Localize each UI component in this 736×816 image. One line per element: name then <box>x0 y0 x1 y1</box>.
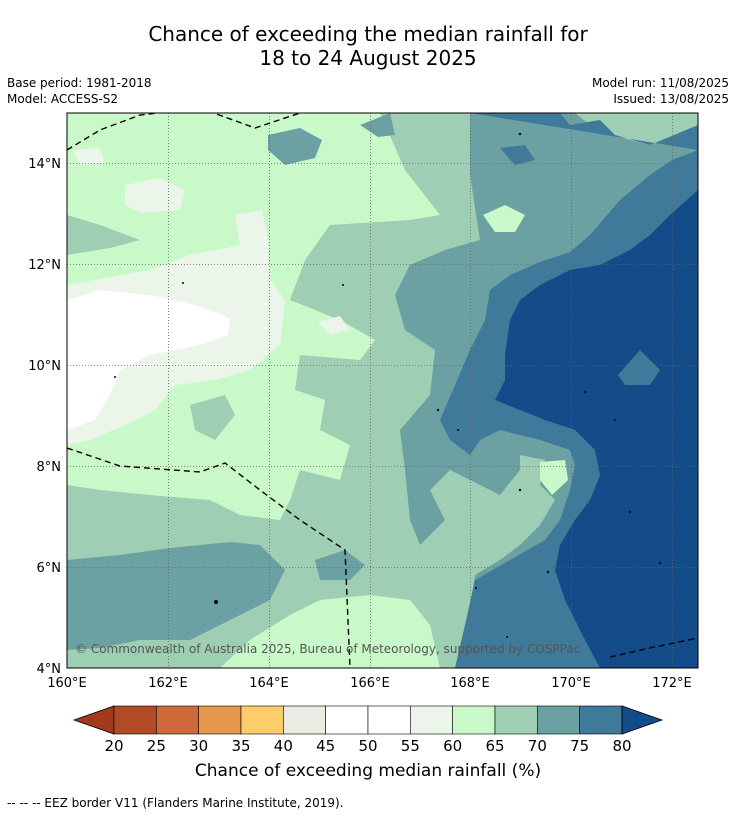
contour-55-60-north <box>125 178 185 213</box>
colorbar-swatch <box>367 705 411 735</box>
lat-tick-label: 14°N <box>28 157 61 172</box>
lon-tick-label: 168°E <box>450 676 490 691</box>
colorbar-swatch <box>494 705 538 735</box>
credit-text: © Commonwealth of Australia 2025, Bureau… <box>75 642 580 656</box>
contour-60-65-east2 <box>540 460 568 495</box>
colorbar-extend-high <box>621 705 664 735</box>
colorbar-tick-label: 45 <box>316 737 335 755</box>
contour-60-65-ne <box>575 113 698 145</box>
contour-above-80 <box>495 190 698 668</box>
colorbar-tick-label: 30 <box>189 737 208 755</box>
contour-70-75-isle2 <box>67 542 285 650</box>
colorbar-tick-label: 55 <box>401 737 420 755</box>
lon-tick-label: 164°E <box>249 676 289 691</box>
lat-tick-label: 8°N <box>37 460 62 475</box>
colorbar-swatch <box>579 705 623 735</box>
colorbar-swatch <box>156 705 199 735</box>
colorbar-tick-label: 25 <box>147 737 166 755</box>
contour-70-75-in-blue <box>618 350 660 385</box>
lon-tick-label: 172°E <box>652 676 692 691</box>
colorbar-swatch <box>452 705 496 735</box>
colorbar-swatch <box>325 705 369 735</box>
meta-right: Model run: 11/08/2025 Issued: 13/08/2025 <box>592 75 729 107</box>
lat-tick-label: 4°N <box>37 662 62 677</box>
contour-60-65-south <box>220 595 440 668</box>
model-run: Model run: 11/08/2025 <box>591 76 729 90</box>
colorbar-tick-label: 20 <box>104 737 123 755</box>
lat-tick-label: 12°N <box>28 258 61 273</box>
colorbar-tick-label: 35 <box>231 737 250 755</box>
chart-title: Chance of exceeding the median rainfall … <box>0 22 736 70</box>
contour-70-75-isle1 <box>268 128 322 165</box>
colorbar-tick-label: 75 <box>570 737 589 755</box>
eez-footnote: -- -- -- EEZ border V11 (Flanders Marine… <box>7 796 344 810</box>
colorbar-tick-label: 70 <box>528 737 547 755</box>
meta-left: Base period: 1981-2018 Model: ACCESS-S2 <box>7 75 152 107</box>
map-contours <box>67 113 698 668</box>
colorbar-extend-low <box>72 705 115 735</box>
colorbar-tick-label: 50 <box>358 737 377 755</box>
lon-tick-labels: 160°E 162°E 164°E 166°E 168°E 170°E 172°… <box>47 676 692 691</box>
map-frame <box>66 112 699 669</box>
contour-55-60-nw <box>72 148 105 165</box>
model-name: Model: ACCESS-S2 <box>7 92 119 106</box>
lat-tick-label: 6°N <box>37 561 62 576</box>
colorbar-swatch <box>410 705 453 735</box>
eez-border <box>67 113 698 668</box>
colorbar-tick-label: 40 <box>274 737 293 755</box>
colorbar-tick-label: 65 <box>485 737 504 755</box>
colorbar-swatch <box>537 705 580 735</box>
grid-lines <box>67 113 698 668</box>
issued-date: Issued: 13/08/2025 <box>613 92 729 106</box>
contour-60-65-east <box>483 205 525 232</box>
lon-tick-label: 166°E <box>350 676 390 691</box>
colorbar-tick-label: 80 <box>612 737 631 755</box>
contour-55-60-small <box>318 316 350 335</box>
contour-70-75-isle3 <box>315 550 365 580</box>
colorbar-swatch <box>113 705 157 735</box>
colorbar-swatch <box>198 705 242 735</box>
title-line-2: 18 to 24 August 2025 <box>259 46 477 70</box>
title-line-1: Chance of exceeding the median rainfall … <box>148 22 588 46</box>
islands <box>114 132 662 638</box>
base-period: Base period: 1981-2018 <box>7 76 152 90</box>
colorbar-swatch <box>240 705 284 735</box>
contour-65-70-isle1 <box>190 395 235 440</box>
lon-tick-label: 162°E <box>148 676 188 691</box>
contour-70-75-isle4 <box>360 113 395 137</box>
lat-tick-labels: 14°N 12°N 10°N 8°N 6°N 4°N <box>28 157 61 677</box>
colorbar: 20 25 30 35 40 45 50 55 60 65 70 75 80 <box>72 705 664 755</box>
colorbar-title: Chance of exceeding median rainfall (%) <box>194 761 542 781</box>
contour-75-80-isle <box>500 145 535 165</box>
contour-65-70-isle2 <box>67 215 140 255</box>
colorbar-tick-label: 60 <box>443 737 462 755</box>
lon-tick-label: 160°E <box>47 676 87 691</box>
colorbar-swatch <box>283 705 326 735</box>
lat-tick-label: 10°N <box>28 359 61 374</box>
lon-tick-label: 170°E <box>551 676 591 691</box>
contour-50-55 <box>67 290 230 430</box>
